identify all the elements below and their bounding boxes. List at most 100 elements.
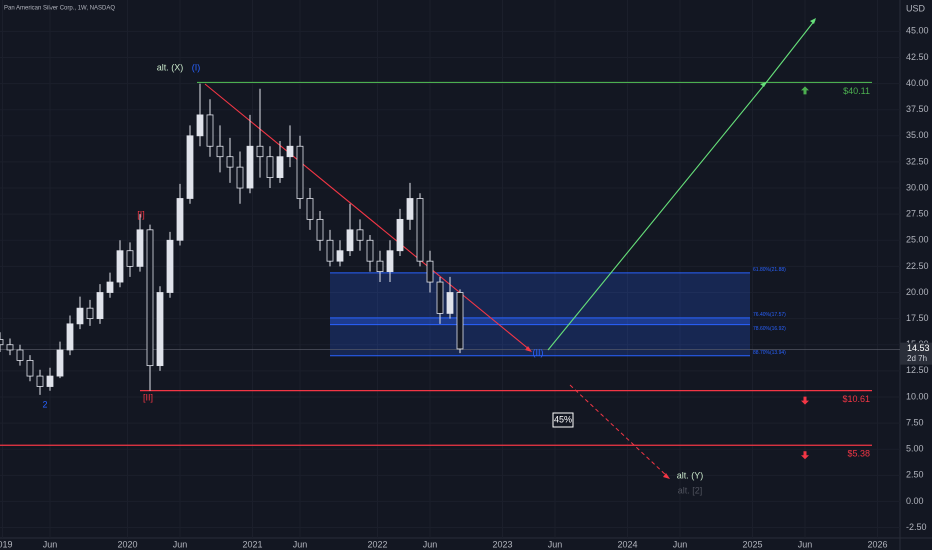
candle-body bbox=[96, 292, 104, 320]
candle-body bbox=[216, 145, 224, 158]
candle-body bbox=[256, 145, 264, 158]
y-tick-label: 32.50 bbox=[906, 156, 929, 166]
y-tick-label: 30.00 bbox=[906, 182, 929, 192]
x-tick-label: Jun bbox=[673, 539, 688, 549]
y-tick-label: 2.50 bbox=[906, 470, 924, 480]
level-arrow bbox=[801, 451, 809, 460]
price-tag-value: 14.53 bbox=[907, 343, 930, 353]
candle-body bbox=[166, 239, 174, 293]
x-tick-label: 2023 bbox=[492, 539, 512, 549]
annotation: alt. [2] bbox=[678, 485, 703, 495]
candle-body bbox=[76, 307, 84, 325]
x-tick-label: 2019 bbox=[0, 539, 13, 549]
y-tick-label: 42.50 bbox=[906, 52, 929, 62]
trend-dashed bbox=[569, 384, 669, 478]
candle-body bbox=[346, 229, 354, 252]
x-tick-label: 2022 bbox=[367, 539, 387, 549]
candle-body bbox=[356, 229, 364, 241]
y-tick-label: 17.50 bbox=[906, 313, 929, 323]
x-tick-label: Jun bbox=[798, 539, 813, 549]
x-tick-label: Jun bbox=[173, 539, 188, 549]
candle-body bbox=[36, 375, 44, 387]
candle-body bbox=[416, 198, 424, 262]
candle-body bbox=[26, 360, 34, 377]
candle-body bbox=[126, 250, 134, 267]
x-tick-label: Jun bbox=[548, 539, 563, 549]
x-tick-label: 2021 bbox=[242, 539, 262, 549]
candle-body bbox=[266, 156, 274, 178]
y-tick-label: 25.00 bbox=[906, 235, 929, 245]
candle-body bbox=[296, 145, 304, 199]
price-tag bbox=[900, 342, 932, 365]
level-label: $5.38 bbox=[847, 449, 870, 459]
x-tick-label: 2024 bbox=[617, 539, 637, 549]
annotation: alt. (X) bbox=[157, 62, 184, 72]
candle-body bbox=[196, 114, 204, 137]
y-tick-label: 7.50 bbox=[906, 417, 924, 427]
candle-body bbox=[56, 349, 64, 377]
y-tick-label: 10.00 bbox=[906, 391, 929, 401]
y-tick-label: -2.50 bbox=[906, 522, 927, 532]
arrow-head bbox=[810, 18, 816, 24]
candle-body bbox=[66, 323, 74, 351]
annotation: [II] bbox=[143, 392, 153, 402]
candle-body bbox=[456, 292, 464, 350]
y-tick-label: 5.00 bbox=[906, 444, 924, 454]
fib-label: 76.40%(17.57) bbox=[753, 312, 786, 318]
candle-body bbox=[106, 281, 114, 293]
y-tick-label: 35.00 bbox=[906, 130, 929, 140]
candle-body bbox=[116, 250, 124, 283]
candle-body bbox=[206, 114, 214, 147]
candle-body bbox=[16, 349, 24, 361]
y-tick-label: 45.00 bbox=[906, 26, 929, 36]
trend-down bbox=[204, 83, 531, 351]
candle-body bbox=[286, 145, 294, 158]
candle-body bbox=[326, 239, 334, 262]
fib-label: 61.80%(21.88) bbox=[753, 267, 786, 273]
trend-up bbox=[764, 19, 816, 85]
fib-label: 78.60%(16.92) bbox=[753, 326, 786, 332]
y-tick-label: 40.00 bbox=[906, 78, 929, 88]
candle-body bbox=[146, 229, 154, 367]
candle-body bbox=[396, 218, 404, 252]
candle-body bbox=[186, 135, 194, 199]
candle-body bbox=[156, 292, 164, 367]
annotation: [I] bbox=[137, 209, 145, 219]
arrow-head bbox=[525, 346, 532, 352]
candle-body bbox=[366, 239, 374, 262]
level-label: $40.11 bbox=[843, 86, 870, 96]
x-tick-label: 2020 bbox=[117, 539, 137, 549]
candle-body bbox=[136, 229, 144, 267]
annotation: (I) bbox=[192, 62, 201, 72]
y-tick-label: 0.00 bbox=[906, 496, 924, 506]
candle-body bbox=[446, 292, 454, 314]
x-tick-label: 2025 bbox=[742, 539, 762, 549]
candle-body bbox=[406, 198, 414, 220]
candle-body bbox=[46, 375, 54, 387]
annotation-box bbox=[552, 412, 574, 428]
candle-body bbox=[226, 156, 234, 168]
currency: USD bbox=[906, 3, 926, 13]
candle-body bbox=[336, 250, 344, 262]
fib-zone bbox=[330, 272, 750, 356]
annotation: 2 bbox=[42, 399, 47, 409]
candle-body bbox=[436, 281, 444, 314]
candle-body bbox=[236, 166, 244, 189]
y-tick-label: 27.50 bbox=[906, 209, 929, 219]
fib-band bbox=[330, 317, 750, 325]
candle-body bbox=[306, 198, 314, 220]
x-tick-label: Jun bbox=[423, 539, 438, 549]
candle-body bbox=[176, 198, 184, 241]
candle-body bbox=[276, 156, 284, 178]
level-arrow bbox=[801, 86, 809, 95]
candle-body bbox=[426, 260, 434, 283]
candle-body bbox=[0, 339, 4, 346]
level-arrow bbox=[801, 396, 809, 405]
fib-label: 88.70%(13.94) bbox=[753, 350, 786, 356]
chart-title: Pan American Silver Corp., 1W, NASDAQ bbox=[4, 6, 115, 12]
y-tick-label: 22.50 bbox=[906, 261, 929, 271]
level-label: $10.61 bbox=[842, 394, 870, 404]
